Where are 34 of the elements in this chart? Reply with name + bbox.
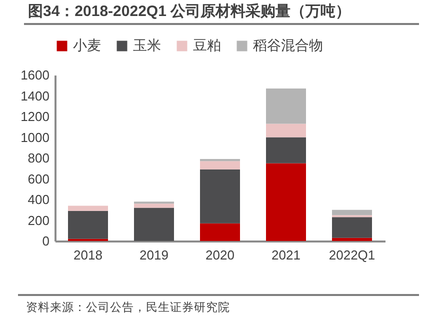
legend-label: 豆粕 [193,37,221,53]
bar [266,124,306,138]
bar [68,210,108,239]
bar [134,204,174,208]
legend-label: 小麦 [73,37,101,53]
y-tick-label: 1200 [20,109,50,124]
bar [266,163,306,241]
x-tick-label: 2021 [272,248,300,262]
bar [68,206,108,211]
text: 资料来源：公司公告，民生证券研究院 [18,294,419,315]
chart-title: 图34：2018-2022Q1 公司原材料采购量（万吨） [24,2,419,25]
y-tick-label: 0 [42,234,50,248]
bar [266,88,306,124]
bar [200,161,240,170]
bar [332,217,372,238]
y-tick-label: 200 [28,212,50,228]
x-tick-label: 2019 [140,248,168,262]
bar [134,208,174,241]
y-tick-label: 600 [28,171,50,186]
bar [332,238,372,241]
legend-label: 稻谷混合物 [253,37,323,53]
y-tick-label: 1400 [20,88,50,104]
bar [200,169,240,224]
y-tick-label: 1600 [20,68,50,82]
x-tick-label: 2018 [74,248,102,262]
x-tick-label: 2022Q1 [328,248,376,262]
y-tick-label: 400 [28,192,50,207]
legend-label: 玉米 [133,37,161,53]
x-tick-label: 2020 [206,248,234,262]
y-tick-label: 1000 [20,130,50,145]
bar [332,210,372,216]
bar [266,137,306,164]
y-tick-label: 800 [28,150,50,166]
bar [200,223,240,241]
